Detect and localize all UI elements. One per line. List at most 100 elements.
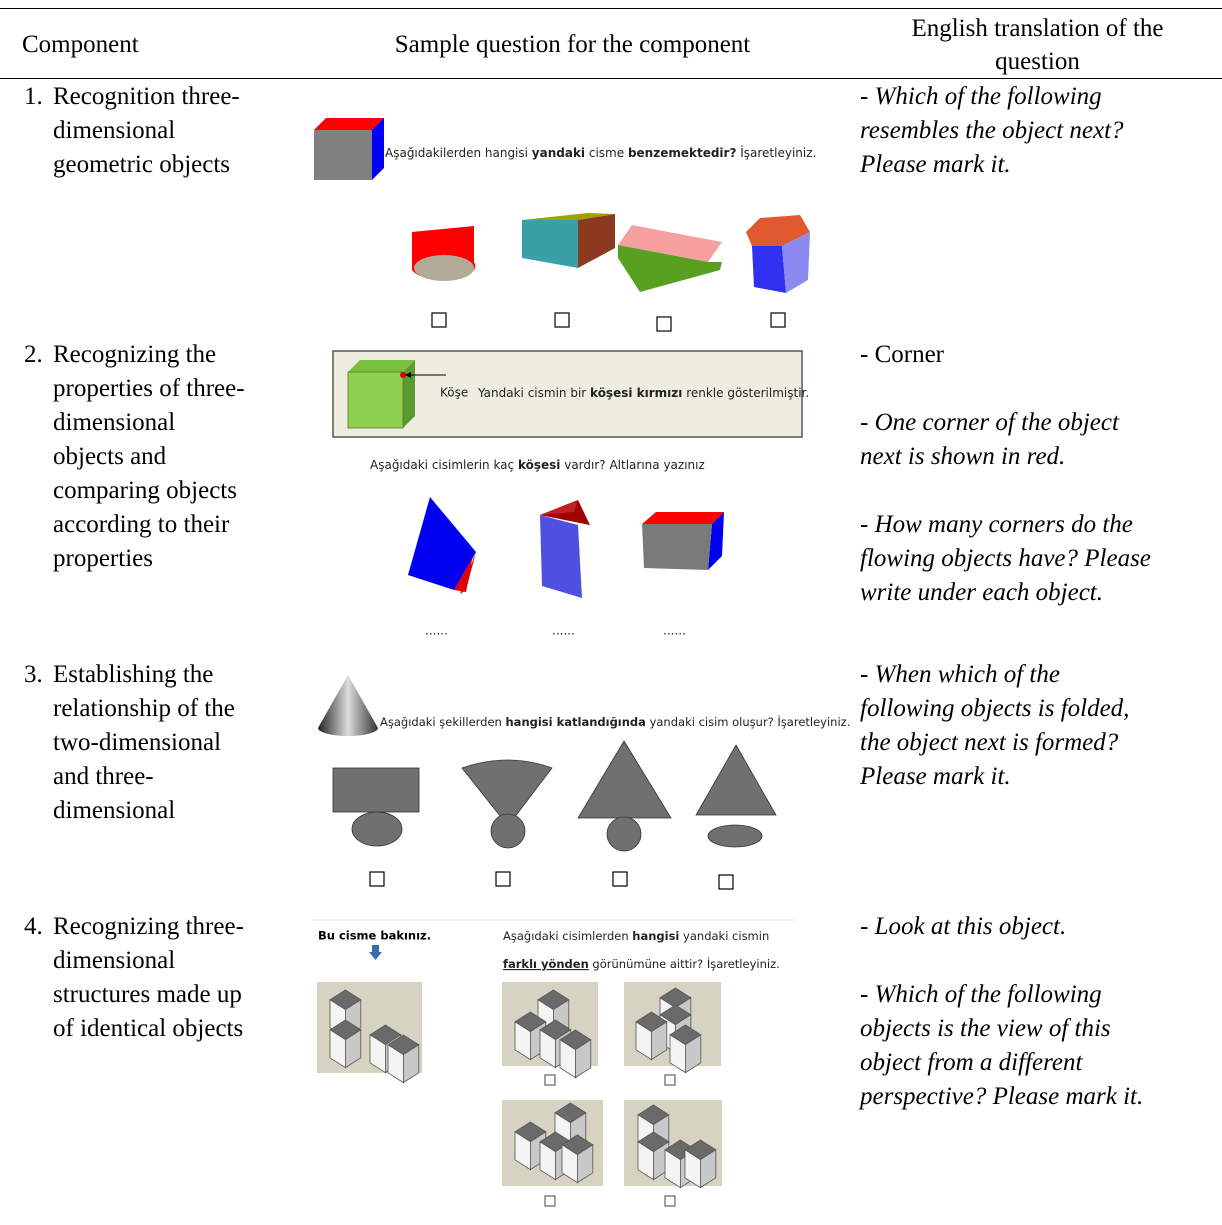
illustration-shape (718, 874, 734, 890)
sample-text: farklı yönden (503, 957, 589, 971)
illustration-shape (344, 1029, 362, 1069)
illustration-shape (522, 220, 578, 268)
sample-text: Aşağıdaki cisimlerin kaç köşesi vardır? … (370, 458, 705, 472)
translation-line: perspective? Please mark it. (860, 1083, 1144, 1110)
component-line: properties of three- (53, 375, 245, 402)
illustration-shape (460, 552, 476, 594)
illustration-shape (540, 500, 578, 515)
illustration-shape (372, 118, 384, 180)
illustration-shape (318, 675, 378, 736)
illustration-shape (700, 1149, 717, 1189)
illustration-shape (577, 740, 672, 819)
illustration-shape (544, 1195, 556, 1207)
illustration-shape (332, 767, 420, 813)
sample-text: renkle gösterilmiştir. (682, 386, 809, 400)
illustration-shape (656, 316, 672, 332)
illustration-shape (402, 1044, 420, 1084)
header-rule (0, 78, 1222, 79)
component-line: according to their (53, 511, 230, 538)
header-translation: English translation of the question (911, 15, 1164, 75)
sample-text: Aşağıdaki cisimlerin kaç (370, 458, 518, 472)
illustration-shape (332, 740, 777, 852)
component-line: dimensional (53, 117, 176, 144)
component-line: Recognition three- (53, 83, 240, 110)
component-line: Recognizing three- (53, 913, 244, 940)
component-line: relationship of the (53, 695, 235, 722)
illustration-shape (618, 225, 722, 262)
illustration-shape (642, 512, 724, 524)
component-line: structures made up (53, 981, 242, 1008)
translation-line: write under each object. (860, 579, 1103, 606)
row1-sample: Aşağıdakilerden hangisi yandaki cisme be… (314, 118, 816, 332)
sample-text: köşesi kırmızı (590, 386, 682, 400)
sample-text: ...... (663, 624, 686, 638)
component-line: two-dimensional (53, 729, 222, 756)
illustration-shape (575, 1039, 592, 1079)
sample-text: hangisi katlandığında (506, 715, 646, 729)
illustration-shape (461, 759, 553, 827)
sample-text: köşesi (518, 458, 560, 472)
illustration-shape (454, 552, 476, 592)
illustration-shape (577, 1144, 594, 1184)
component-line: dimensional (53, 797, 176, 824)
sample-text: Aşağıdaki cisimlerden (503, 929, 632, 943)
sample-text: benzemektedir? (628, 146, 737, 160)
illustration-shape (372, 945, 379, 952)
sample-text: ...... (552, 624, 575, 638)
illustration-shape (431, 312, 447, 328)
row4-sample: Bu cisme bakınız. Aşağıdaki cisimlerden … (313, 919, 797, 1207)
illustration-shape (782, 232, 810, 293)
sample-text: yandaki cisim oluşur? İşaretleyiniz. (646, 714, 850, 729)
header-component: Component (22, 31, 139, 58)
sample-text: Aşağıdaki şekillerden (380, 715, 506, 729)
sample-text: cisme (585, 146, 628, 160)
sample-text: Bu cisme bakınız. (318, 929, 431, 943)
header-sample: Sample question for the component (394, 31, 751, 58)
sample-text: hangisi (632, 929, 679, 943)
component-line: comparing objects (53, 477, 237, 504)
translation-line: the object next is formed? (860, 729, 1119, 756)
illustration-shape (664, 1074, 676, 1086)
illustration-shape (522, 213, 615, 220)
component-line: geometric objects (53, 151, 231, 178)
component-line: properties (53, 545, 153, 572)
illustration-shape (400, 372, 406, 378)
illustration-shape (664, 1195, 676, 1207)
sample-text: Yandaki cismin bir köşesi kırmızı renkle… (477, 386, 809, 400)
sample-text: farklı yönden görünümüne aittir? İşaretl… (503, 956, 780, 971)
component-line: of identical objects (53, 1015, 244, 1042)
component-line: Establishing the (53, 661, 214, 688)
sample-text: yandaki cismin (679, 929, 769, 943)
translation-line: flowing objects have? Please (860, 545, 1151, 572)
sample-text: Köşe (440, 386, 468, 400)
illustration-shape (348, 360, 415, 372)
row-number: 1. (24, 83, 43, 110)
illustration-shape (369, 952, 382, 960)
sample-text: vardır? Altlarına yazınız (560, 458, 704, 472)
row3-sample: Aşağıdaki şekillerden hangisi katlandığı… (318, 675, 850, 890)
translation-line: following objects is folded, (860, 695, 1130, 722)
sample-text: Aşağıdaki cisimlerden hangisi yandaki ci… (503, 929, 769, 943)
illustration-shape (707, 824, 763, 848)
illustration-shape (770, 312, 786, 328)
sample-text: İşaretleyiniz. (736, 145, 816, 160)
sample-text: Aşağıdakilerden hangisi yandaki cisme be… (385, 145, 816, 160)
translation-line: - How many corners do the (860, 511, 1133, 538)
translation-line: objects is the view of this (860, 1015, 1111, 1042)
row2-sample: Köşe Yandaki cismin bir köşesi kırmızı r… (332, 350, 809, 638)
illustration-shape (369, 871, 385, 887)
component-line: Recognizing the (53, 341, 217, 368)
component-line: dimensional (53, 409, 176, 436)
illustration-shape (490, 813, 526, 849)
translation-line: - Look at this object. (860, 913, 1067, 940)
component-line: and three- (53, 763, 154, 790)
illustration-shape (495, 871, 511, 887)
translation-line: Please mark it. (860, 763, 1011, 790)
translation-line: Please mark it. (860, 151, 1011, 178)
illustration-shape (544, 1074, 556, 1086)
sample-text: Yandaki cismin bir (477, 386, 590, 400)
illustration-shape (414, 255, 474, 281)
illustration-shape (746, 215, 810, 246)
sample-text: ...... (425, 624, 448, 638)
